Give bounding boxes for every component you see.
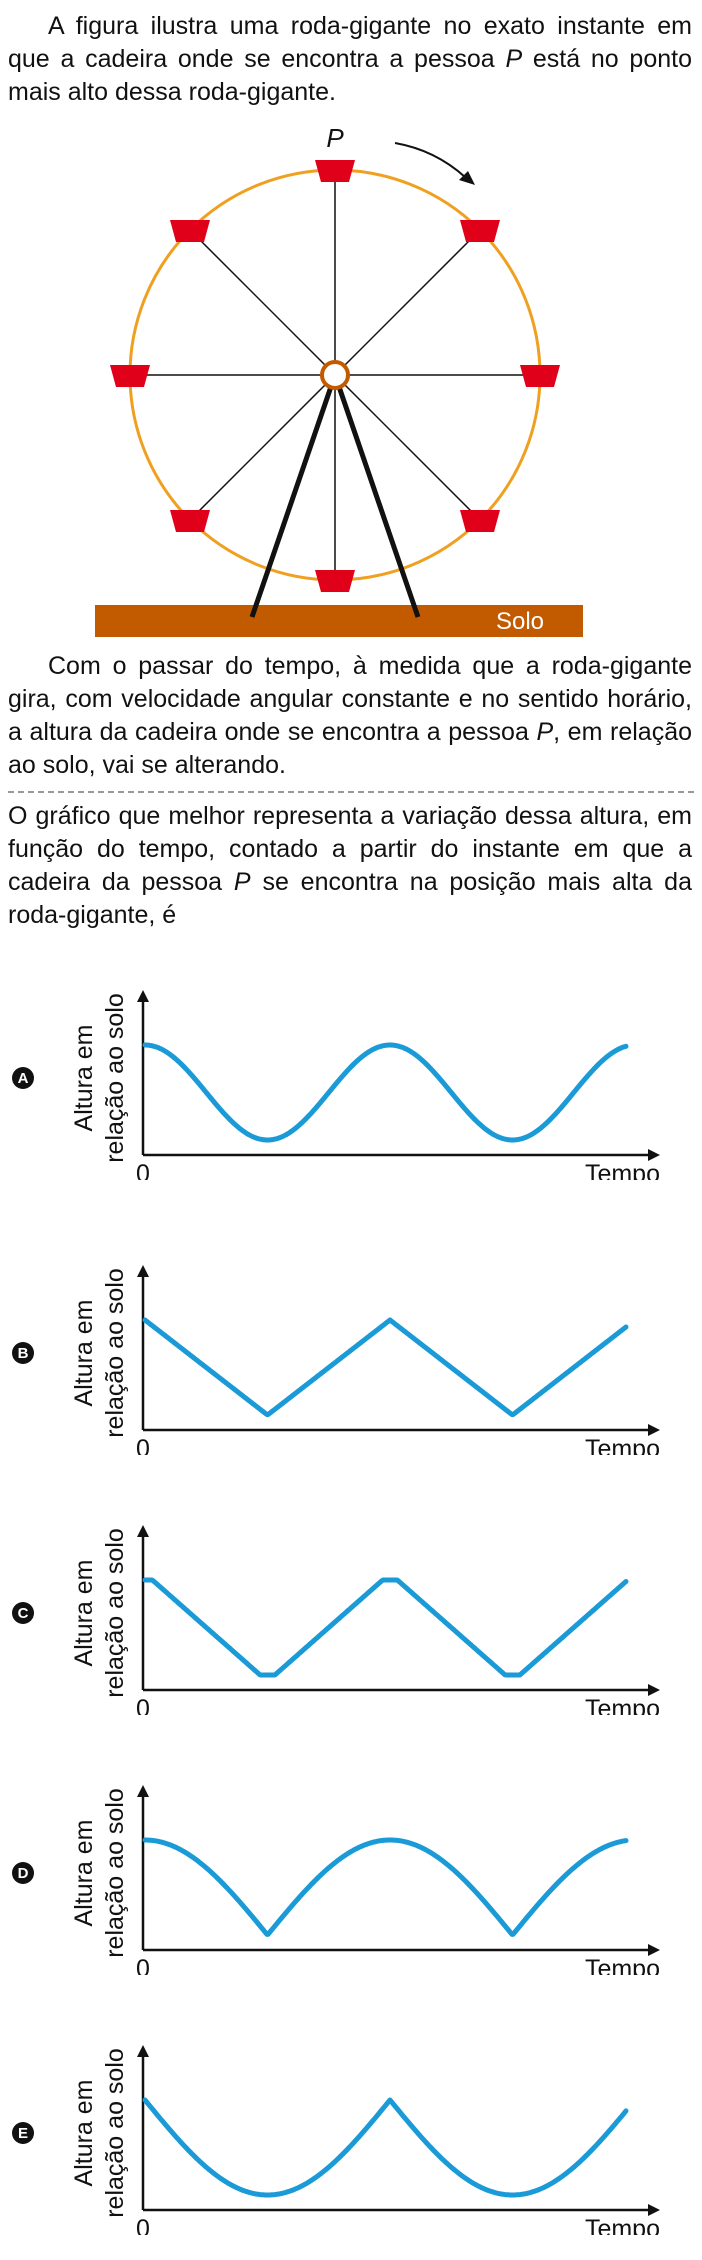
origin-label: 0 <box>136 1435 150 1455</box>
wheel-spokes <box>130 170 540 580</box>
height-vs-time-graph: A Altura em relação ao solo 0 Tempo <box>12 990 660 1180</box>
option-letter: D <box>18 1865 29 1882</box>
x-axis-arrow <box>648 1149 660 1161</box>
option-e[interactable]: E Altura em relação ao solo 0 Tempo <box>0 2035 702 2235</box>
x-axis-arrow <box>648 2204 660 2216</box>
y-axis-arrow <box>137 1785 149 1797</box>
option-badge <box>12 1862 34 1884</box>
point-p-label: P <box>326 125 344 153</box>
intro-paragraph: A figura ilustra uma roda-gigante no exa… <box>8 10 692 109</box>
y-axis-arrow <box>137 1265 149 1277</box>
intro-text-1: A figura ilustra uma roda-gigante no exa… <box>8 12 692 73</box>
intro-var-p: P <box>505 45 523 73</box>
y-axis-label: Altura em relação ao solo <box>70 1268 129 1438</box>
ground-bar <box>95 605 583 637</box>
intro-text-2: está no ponto mais alto dessa roda-gigan… <box>8 45 692 106</box>
rotation-arrow <box>394 142 466 178</box>
height-vs-time-graph: D Altura em relação ao solo 0 Tempo <box>12 1785 660 1975</box>
wheel-seats <box>110 160 560 592</box>
height-curve <box>142 1042 629 1143</box>
y-axis-label: Altura em relação ao solo <box>70 1528 129 1698</box>
option-a[interactable]: A Altura em relação ao solo 0 Tempo <box>0 980 702 1180</box>
y-axis-label: Altura em relação ao solo <box>70 2048 129 2218</box>
option-b[interactable]: B Altura em relação ao solo 0 Tempo <box>0 1255 702 1455</box>
height-curve <box>142 1837 629 1937</box>
question-var-p: P <box>233 868 251 896</box>
y-axis-arrow <box>137 1525 149 1537</box>
height-curve <box>142 2097 629 2198</box>
x-axis-arrow <box>648 1944 660 1956</box>
option-c[interactable]: C Altura em relação ao solo 0 Tempo <box>0 1515 702 1715</box>
y-axis-arrow <box>137 990 149 1002</box>
x-axis-arrow <box>648 1424 660 1436</box>
support-leg-right <box>332 374 421 618</box>
x-axis-label: Tempo <box>585 1435 660 1455</box>
y-axis-arrow <box>137 2045 149 2057</box>
wheel-hub <box>320 360 350 390</box>
height-curve <box>142 1317 629 1418</box>
question-text-2: se encontra na posição mais alta da roda… <box>8 868 692 929</box>
option-letter: B <box>18 1345 29 1362</box>
origin-label: 0 <box>136 1160 150 1180</box>
x-axis-label: Tempo <box>585 1955 660 1975</box>
origin-label: 0 <box>136 2215 150 2235</box>
rotation-arrowhead <box>459 171 475 185</box>
x-axis-label: Tempo <box>585 1695 660 1715</box>
height-vs-time-graph: E Altura em relação ao solo 0 Tempo <box>12 2045 660 2235</box>
context-text-1: Com o passar do tempo, à medida que a ro… <box>8 652 692 746</box>
x-axis-label: Tempo <box>585 2215 660 2235</box>
question-paragraph: O gráfico que melhor representa a variaç… <box>8 800 692 932</box>
option-letter: C <box>18 1605 29 1622</box>
section-divider <box>8 791 694 793</box>
option-badge <box>12 2122 34 2144</box>
option-badge <box>12 1067 34 1089</box>
origin-label: 0 <box>136 1695 150 1715</box>
question-text-1: O gráfico que melhor representa a variaç… <box>8 802 692 896</box>
option-letter: A <box>18 1070 29 1087</box>
option-badge <box>12 1342 34 1364</box>
ground-label: Solo <box>496 608 544 635</box>
option-letter: E <box>18 2125 28 2142</box>
context-paragraph: Com o passar do tempo, à medida que a ro… <box>8 650 692 782</box>
context-var-p: P <box>536 718 554 746</box>
ferris-wheel-figure: Solo P <box>95 125 583 637</box>
origin-label: 0 <box>136 1955 150 1975</box>
option-d[interactable]: D Altura em relação ao solo 0 Tempo <box>0 1775 702 1975</box>
height-curve <box>142 1577 629 1678</box>
option-badge <box>12 1602 34 1624</box>
y-axis-label: Altura em relação ao solo <box>70 993 129 1163</box>
height-vs-time-graph: B Altura em relação ao solo 0 Tempo <box>12 1265 660 1455</box>
support-leg-left <box>249 374 338 618</box>
context-text-2: , em relação ao solo, vai se alterando. <box>8 718 693 779</box>
y-axis-label: Altura em relação ao solo <box>70 1788 129 1958</box>
height-vs-time-graph: C Altura em relação ao solo 0 Tempo <box>12 1525 660 1715</box>
x-axis-label: Tempo <box>585 1160 660 1180</box>
x-axis-arrow <box>648 1684 660 1696</box>
